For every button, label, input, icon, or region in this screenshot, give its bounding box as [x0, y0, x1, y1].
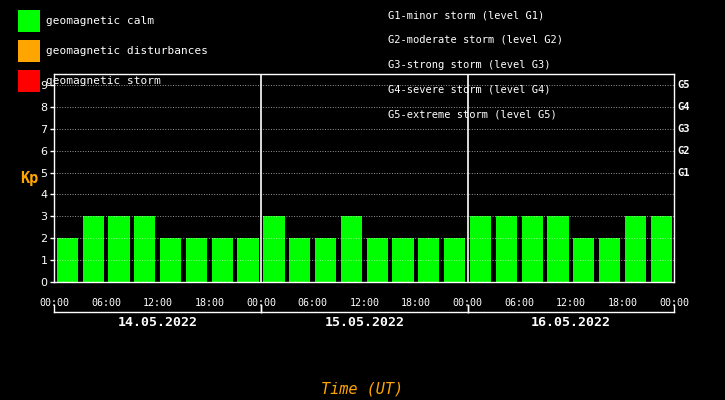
- Bar: [599, 238, 621, 282]
- Text: G2: G2: [678, 146, 690, 156]
- Text: 00:00: 00:00: [246, 298, 276, 308]
- Text: 00:00: 00:00: [659, 298, 689, 308]
- Text: G1-minor storm (level G1): G1-minor storm (level G1): [388, 10, 544, 20]
- Text: 15.05.2022: 15.05.2022: [324, 316, 405, 329]
- Text: 14.05.2022: 14.05.2022: [117, 316, 198, 329]
- Bar: [444, 238, 465, 282]
- Text: G5: G5: [678, 80, 690, 90]
- Text: G4: G4: [678, 102, 690, 112]
- Bar: [392, 238, 414, 282]
- Bar: [186, 238, 207, 282]
- Text: 18:00: 18:00: [401, 298, 431, 308]
- Bar: [547, 216, 568, 282]
- Bar: [315, 238, 336, 282]
- Bar: [263, 216, 284, 282]
- Text: 12:00: 12:00: [349, 298, 379, 308]
- Bar: [418, 238, 439, 282]
- Text: geomagnetic calm: geomagnetic calm: [46, 16, 154, 26]
- Text: G5-extreme storm (level G5): G5-extreme storm (level G5): [388, 109, 557, 119]
- Bar: [238, 238, 259, 282]
- Bar: [496, 216, 517, 282]
- Text: 18:00: 18:00: [608, 298, 637, 308]
- Text: G1: G1: [678, 168, 690, 178]
- Text: 06:00: 06:00: [91, 298, 121, 308]
- Bar: [57, 238, 78, 282]
- Bar: [625, 216, 646, 282]
- Text: geomagnetic storm: geomagnetic storm: [46, 76, 160, 86]
- Bar: [160, 238, 181, 282]
- Bar: [83, 216, 104, 282]
- Bar: [651, 216, 672, 282]
- Bar: [573, 238, 594, 282]
- Text: 12:00: 12:00: [143, 298, 173, 308]
- Bar: [289, 238, 310, 282]
- Text: 06:00: 06:00: [298, 298, 328, 308]
- Bar: [212, 238, 233, 282]
- Bar: [108, 216, 130, 282]
- Bar: [341, 216, 362, 282]
- Text: 00:00: 00:00: [452, 298, 483, 308]
- Y-axis label: Kp: Kp: [20, 170, 38, 186]
- Text: G3-strong storm (level G3): G3-strong storm (level G3): [388, 60, 550, 70]
- Text: 00:00: 00:00: [39, 298, 70, 308]
- Text: 06:00: 06:00: [505, 298, 534, 308]
- Text: G4-severe storm (level G4): G4-severe storm (level G4): [388, 84, 550, 94]
- Bar: [470, 216, 491, 282]
- Text: 18:00: 18:00: [194, 298, 224, 308]
- Text: 12:00: 12:00: [556, 298, 586, 308]
- Bar: [367, 238, 388, 282]
- Bar: [521, 216, 543, 282]
- Text: Time (UT): Time (UT): [321, 381, 404, 396]
- Text: G3: G3: [678, 124, 690, 134]
- Text: G2-moderate storm (level G2): G2-moderate storm (level G2): [388, 35, 563, 45]
- Bar: [134, 216, 155, 282]
- Text: 16.05.2022: 16.05.2022: [531, 316, 611, 329]
- Text: geomagnetic disturbances: geomagnetic disturbances: [46, 46, 207, 56]
